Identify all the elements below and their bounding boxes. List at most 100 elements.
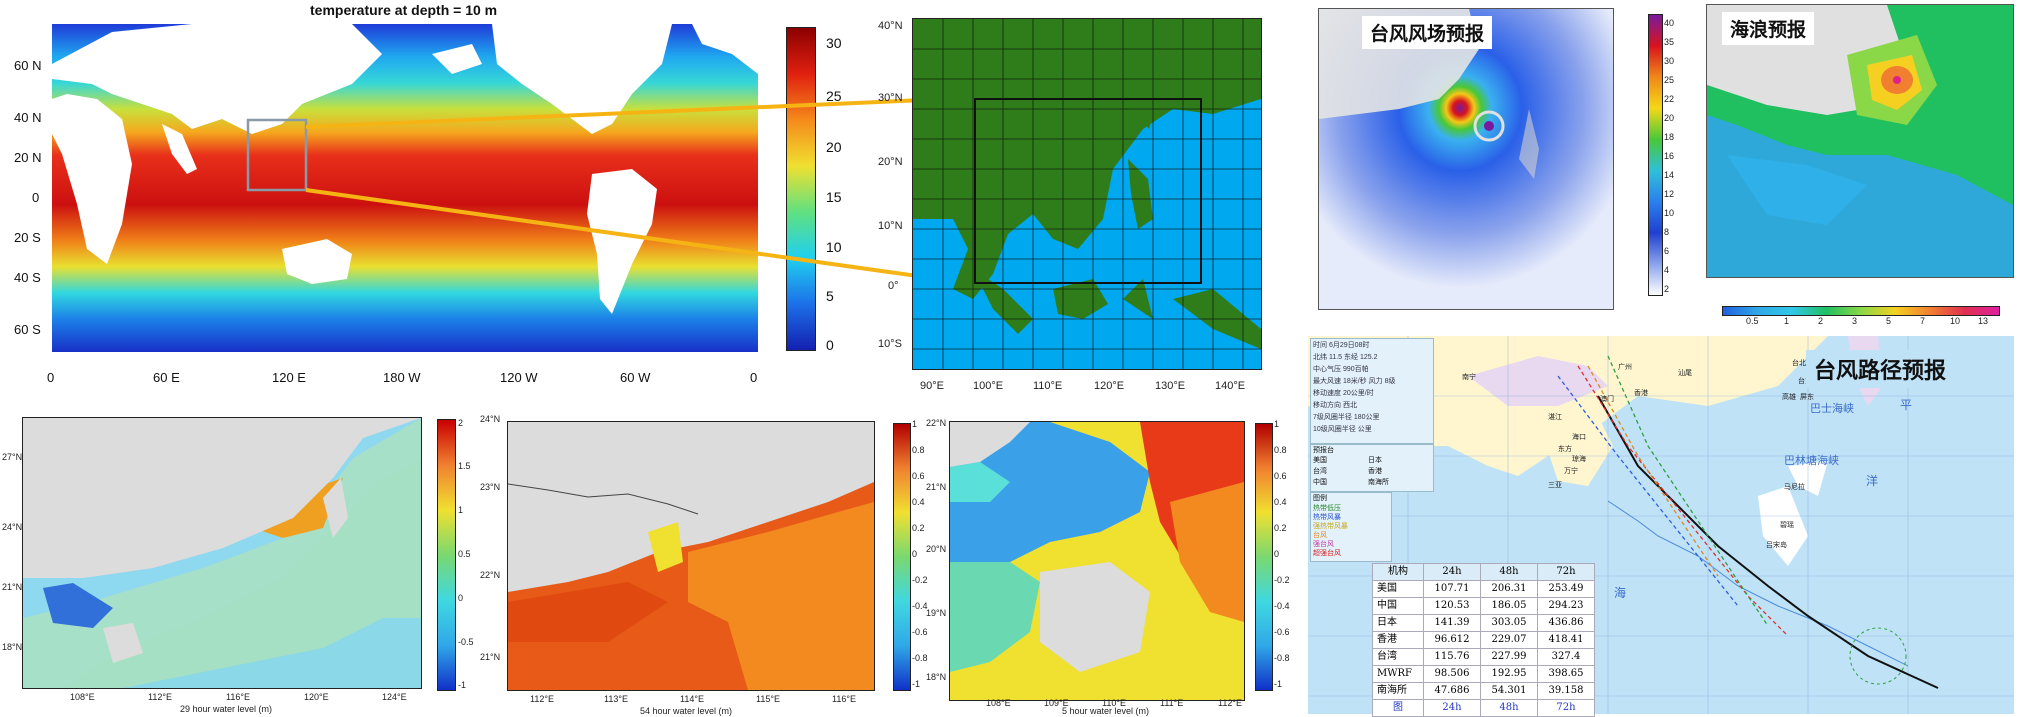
- typhoon-wind-label: 台风风场预报: [1362, 16, 1493, 49]
- sst-lat-label: 40 S: [14, 270, 41, 285]
- domain-lat-label: 0°: [888, 280, 899, 292]
- wave-label: 海浪预报: [1722, 12, 1815, 45]
- domain-lon-label: 90°E: [920, 380, 944, 392]
- wind-cb-tick: 35: [1664, 37, 1675, 47]
- table-cell: 台湾: [1372, 648, 1424, 666]
- water-b-cb-tick: 0.6: [912, 471, 925, 481]
- sst-lat-label: 60 S: [14, 322, 41, 337]
- water-c-cb-tick: 0.4: [1274, 497, 1287, 507]
- water-c-lat-label: 20°N: [926, 544, 947, 554]
- water-b-lat-label: 21°N: [480, 652, 501, 662]
- water-b-cb-tick: -0.6: [912, 627, 928, 637]
- water-c-lon-label: 108°E: [986, 698, 1011, 708]
- water-c-cb-tick: 1: [1274, 419, 1280, 429]
- track-place-label: 澳门: [1600, 396, 1614, 403]
- water-c-cb-tick: -0.2: [1274, 575, 1290, 585]
- table-cell: 141.39: [1423, 614, 1481, 632]
- sst-lat-label: 20 N: [14, 150, 42, 165]
- water-b-lon-label: 116°E: [832, 694, 856, 704]
- track-legend-item: 台湾: [1313, 468, 1327, 475]
- table-row: 美国 107.71 206.31 253.49: [1372, 580, 1595, 598]
- wave-map: [1706, 4, 2014, 278]
- table-cell: MWRF: [1372, 665, 1424, 683]
- table-cell: 436.86: [1537, 614, 1595, 632]
- water-b-lat-label: 24°N: [480, 414, 501, 424]
- table-cell: 中国: [1372, 597, 1424, 615]
- water-c-cb-tick: -0.6: [1274, 627, 1290, 637]
- track-info-box: [1310, 338, 1434, 444]
- track-place-label: 南宁: [1462, 374, 1476, 381]
- wind-cb-tick: 18: [1664, 132, 1675, 142]
- wind-cb-tick: 14: [1664, 170, 1675, 180]
- water-c-cb-tick: -0.4: [1274, 601, 1290, 611]
- table-cell: 253.49: [1537, 580, 1595, 598]
- track-place-label: 屏东: [1800, 394, 1814, 401]
- table-footer-cell: 48h: [1480, 699, 1538, 717]
- water-level-map-c: [949, 421, 1245, 701]
- table-cell: 香港: [1372, 631, 1424, 649]
- track-legend-item: 南海所: [1368, 479, 1389, 486]
- water-a-cb-tick: 1: [458, 505, 464, 515]
- domain-lon-label: 100°E: [973, 380, 1004, 392]
- sst-cb-tick: 15: [826, 189, 842, 205]
- table-cell: 115.76: [1423, 648, 1481, 666]
- water-a-lon-label: 112°E: [148, 692, 172, 702]
- typhoon-track-label: 台风路径预报: [1806, 350, 1955, 388]
- track-error-table: 机构 24h 48h 72h 美国 107.71 206.31 253.49 中…: [1372, 563, 1595, 717]
- water-b-lon-label: 114°E: [680, 694, 704, 704]
- track-place-label: 台北: [1792, 360, 1806, 367]
- track-place-label: 碧瑶: [1780, 522, 1794, 529]
- water-b-cb-tick: -0.4: [912, 601, 928, 611]
- track-legend2-item: 台风: [1313, 532, 1327, 539]
- water-c-lat-label: 19°N: [926, 608, 947, 618]
- track-sea-label: 平: [1900, 398, 1913, 412]
- track-legend2-title: 图例: [1313, 495, 1327, 502]
- table-cell: 327.4: [1537, 648, 1595, 666]
- domain-lon-label: 130°E: [1155, 380, 1186, 392]
- track-place-label: 琼海: [1572, 456, 1586, 463]
- domain-lat-label: 10°N: [878, 220, 903, 232]
- water-c-cb-tick: 0.6: [1274, 471, 1287, 481]
- track-sea-label: 洋: [1866, 474, 1879, 488]
- wind-cb-tick: 6: [1664, 246, 1670, 256]
- global-sst-title: temperature at depth = 10 m: [310, 2, 498, 18]
- track-legend-item: 香港: [1368, 468, 1382, 475]
- water-a-lat-label: 24°N: [2, 522, 23, 532]
- water-b-cb-tick: 0.4: [912, 497, 925, 507]
- track-place-label: 广州: [1618, 364, 1632, 371]
- water-a-cb-tick: 2: [458, 418, 464, 428]
- wind-cb-tick: 25: [1664, 75, 1675, 85]
- water-b-lon-label: 113°E: [604, 694, 628, 704]
- wave-cb-tick: 1: [1784, 316, 1790, 326]
- water-b-lon-label: 112°E: [530, 694, 554, 704]
- track-legend-item: 美国: [1313, 457, 1327, 464]
- sst-lon-label: 120 E: [272, 370, 306, 385]
- wind-cb-tick: 8: [1664, 227, 1670, 237]
- water-a-lon-label: 120°E: [304, 692, 329, 702]
- table-cell: 120.53: [1423, 597, 1481, 615]
- table-header-cell: 机构: [1372, 563, 1424, 581]
- water-a-lat-label: 27°N: [2, 452, 23, 462]
- track-sea-label: 巴士海峡: [1810, 403, 1854, 415]
- track-legend2-item: 强热带风暴: [1313, 523, 1348, 530]
- water-c-lon-label: 111°E: [1160, 698, 1184, 708]
- domain-lat-label: 30°N: [878, 92, 903, 104]
- track-info-line: 中心气压 990百帕: [1313, 366, 1369, 373]
- wind-cb-tick: 22: [1664, 94, 1675, 104]
- wind-cb-tick: 2: [1664, 284, 1670, 294]
- domain-lon-label: 120°E: [1094, 380, 1125, 392]
- table-footer-cell: 图: [1372, 699, 1424, 717]
- water-b-lat-label: 23°N: [480, 482, 501, 492]
- wind-cb-tick: 4: [1664, 265, 1670, 275]
- water-b-lat-label: 22°N: [480, 570, 501, 580]
- wave-cb-tick: 2: [1818, 316, 1824, 326]
- table-row: 台湾 115.76 227.99 327.4: [1372, 648, 1595, 666]
- wave-cb-tick: 13: [1978, 316, 1989, 326]
- track-legend2-item: 超强台风: [1313, 550, 1341, 557]
- water-c-lon-label: 110°E: [1102, 698, 1126, 708]
- water-a-lat-label: 21°N: [2, 582, 23, 592]
- water-c-lon-label: 112°E: [1218, 698, 1242, 708]
- water-c-lat-label: 22°N: [926, 418, 947, 428]
- wave-cb-tick: 0.5: [1746, 316, 1759, 326]
- domain-lat-label: 40°N: [878, 20, 903, 32]
